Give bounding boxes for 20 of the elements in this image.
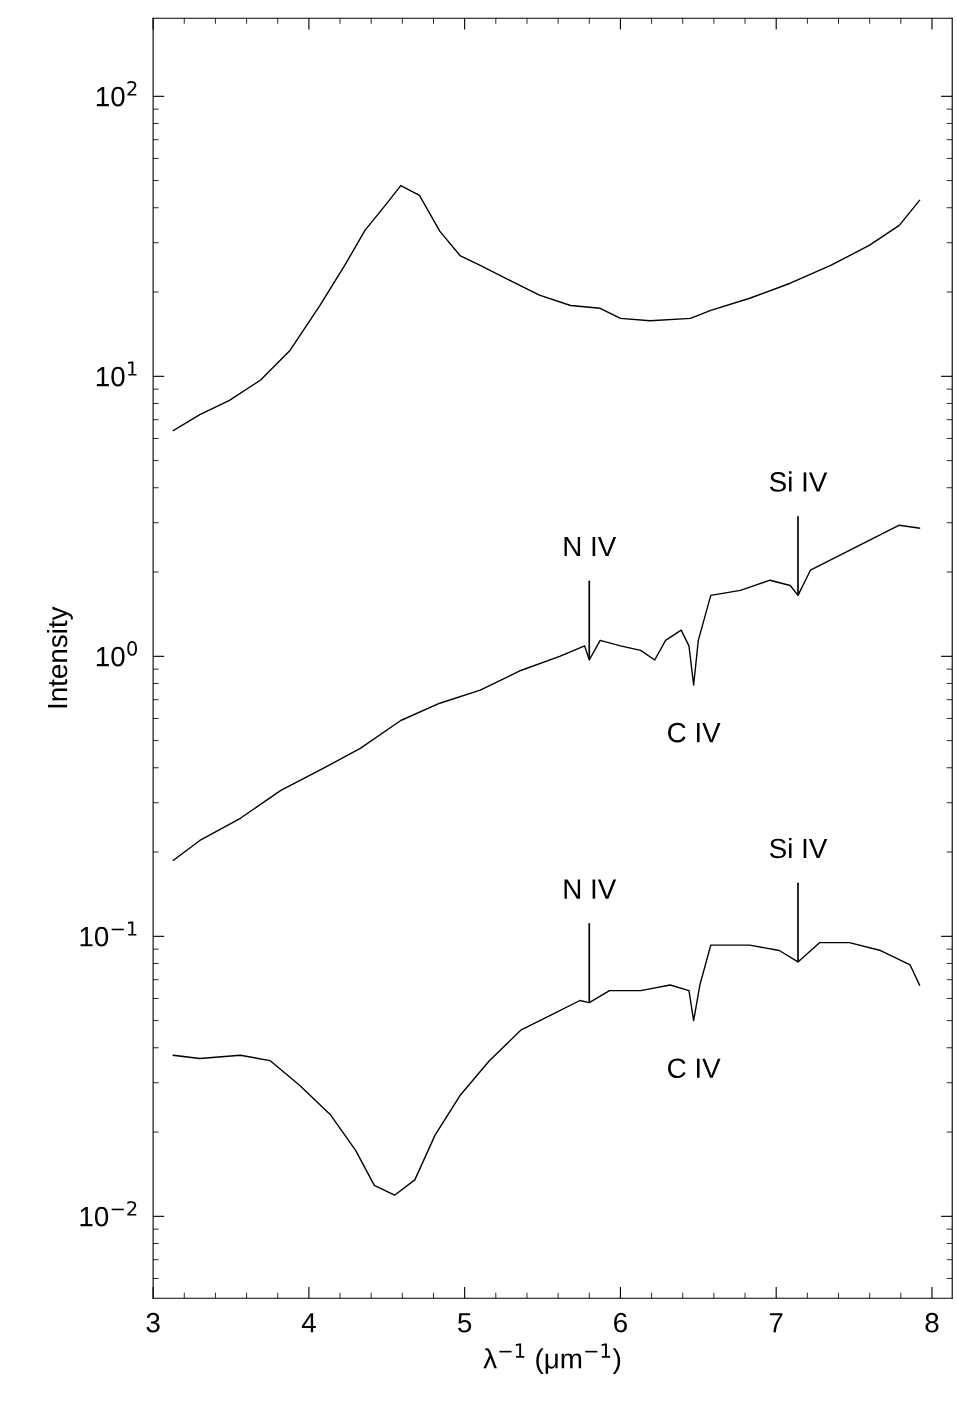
- y-axis-title: Intensity: [46, 606, 73, 708]
- y-tick-label: 10$^{1}$: [96, 361, 137, 387]
- x-tick-label: 7: [769, 1313, 783, 1333]
- annotation: C IV: [668, 722, 721, 743]
- annotation: N IV: [564, 536, 617, 557]
- x-tick-label: 3: [146, 1312, 160, 1333]
- annotation: Si IV: [769, 837, 828, 859]
- annotation: Si IV: [769, 471, 828, 492]
- x-tick-label: 8: [925, 1312, 939, 1333]
- annotation: C IV: [668, 1058, 721, 1079]
- x-tick-label: 4: [301, 1313, 316, 1333]
- y-tick-label: 10$^{−1}$: [80, 921, 137, 947]
- line-series: [172, 184, 921, 432]
- y-tick-label: 10$^{0}$: [96, 641, 138, 667]
- y-tick-label: 10$^{−2}$: [80, 1201, 137, 1227]
- annotation: N IV: [564, 879, 617, 899]
- x-tick-label: 5: [458, 1313, 472, 1333]
- x-tick-label: 6: [614, 1312, 627, 1333]
- x-axis-title: λ$^{−1}$ (μm$^{−1}$): [483, 1343, 621, 1375]
- y-tick-label: 10$^{2}$: [96, 81, 137, 107]
